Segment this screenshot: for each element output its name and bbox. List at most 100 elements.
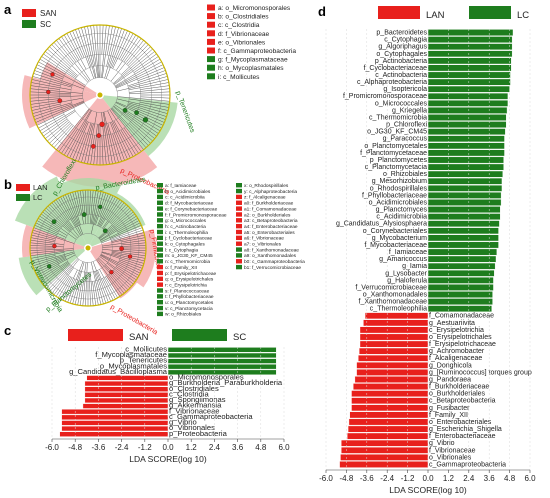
bar [363, 319, 429, 327]
bar-label: o_Rhodospirillales [370, 185, 428, 192]
clade-node [90, 144, 96, 149]
branch [123, 127, 142, 152]
clade-node [50, 72, 55, 77]
bar-label: o_Acidimicrobiales [369, 199, 428, 206]
branch [30, 98, 60, 102]
bar-label: g_Mycobacterium [372, 235, 427, 242]
branch [100, 255, 138, 278]
bar [351, 397, 429, 405]
legend-entry-swatch [236, 183, 242, 188]
legend-entry: j: f_Cyclobacteriaceae [164, 236, 213, 242]
legend-entry-swatch [157, 183, 163, 188]
branch [111, 30, 128, 69]
legend-entry-swatch [157, 311, 163, 317]
clade-highlight [59, 178, 121, 245]
legend-entry: l: c_Cytophagia [165, 247, 198, 253]
branch [113, 51, 155, 85]
bar-label: g_Haloferula [387, 277, 427, 284]
legend-label-san: SAN [40, 9, 57, 18]
legend-swatch-sc [172, 329, 227, 341]
branch [47, 121, 70, 142]
branch [44, 263, 70, 287]
legend-entry-swatch [236, 223, 242, 229]
legend-entry: k: o_Cytophagales [165, 242, 205, 248]
legend-entry: q: o_Erysipelotrichales [165, 277, 214, 283]
branch [111, 234, 145, 243]
branch [119, 259, 143, 269]
legend-entry: u: o_Planctomycetales [165, 300, 214, 306]
branch [55, 275, 70, 297]
x-tick-label: 1.2 [186, 443, 198, 452]
clade-ring [48, 43, 152, 147]
bar [84, 386, 169, 392]
clade-ring [82, 77, 118, 113]
branch [33, 103, 73, 117]
branch [93, 25, 99, 78]
bar-label: f_Iamiaceae [389, 249, 427, 256]
bar [427, 149, 505, 157]
branch [109, 109, 139, 154]
x-axis-label: LDA SCORE(log 10) [389, 485, 467, 495]
branch [69, 271, 81, 304]
bar [427, 184, 503, 192]
bar-label: g_Mesorhizobium [372, 178, 427, 185]
branch [45, 207, 78, 239]
bar-label: c_Alphaproteobacteria [357, 79, 427, 86]
branch [123, 38, 142, 63]
bar-label: o_Clostridiales [169, 384, 219, 393]
legend-entry: a9: o_Xanthomonadales [244, 253, 297, 259]
legend-entry: a4: f_Enterobacteriaceae [244, 224, 298, 230]
legend-entry: y: c_Alphaproteobacteria [244, 189, 297, 195]
branch [140, 85, 170, 90]
branch [108, 274, 125, 294]
branch [111, 107, 149, 146]
branch [128, 82, 169, 90]
bar-label: o_Enterobacteriales [429, 419, 492, 426]
x-tick-label: 3.6 [232, 443, 244, 452]
branch [30, 249, 64, 254]
branch [137, 70, 166, 81]
branch [110, 108, 144, 150]
branch [111, 108, 147, 148]
bar [427, 29, 514, 36]
branch [30, 100, 60, 105]
branch [72, 261, 85, 304]
bar-label: c_Clostridia [169, 389, 209, 398]
legend-entry-swatch [236, 259, 242, 264]
legend-entry: r: c_Erysipelotrichia [165, 282, 207, 288]
branch [72, 30, 85, 58]
branch [33, 73, 73, 87]
branch [116, 101, 165, 123]
bar-label: o_Vibrionales [429, 454, 472, 461]
legend-entry: n: c_Thermomicrobia [165, 259, 210, 265]
branch [53, 267, 74, 296]
branch [123, 112, 157, 137]
branch [103, 124, 110, 165]
branch [84, 26, 97, 78]
branch [81, 123, 93, 163]
legend-entry-swatch [207, 21, 215, 28]
clade-node [98, 204, 103, 209]
branch [102, 278, 114, 301]
legend-entry: m: o_JG30_KF_CM45 [165, 253, 213, 259]
bar [427, 199, 502, 206]
bar [427, 114, 507, 121]
branch [35, 222, 67, 238]
clade-highlight [90, 250, 138, 299]
branch [31, 82, 72, 90]
legend-entry: b: o_Clostridiales [218, 14, 269, 21]
branch [115, 266, 137, 281]
branch [34, 225, 58, 235]
branch [66, 110, 92, 157]
bar [61, 420, 169, 426]
bar-label: c_Acidimicrobiia [376, 214, 427, 221]
branch [72, 121, 89, 160]
bar [82, 403, 169, 409]
bar-label: g_Aestuariivita [429, 320, 475, 327]
bar [427, 241, 499, 249]
bar [353, 383, 429, 390]
branch [30, 252, 65, 259]
branch [91, 191, 102, 234]
bar [340, 454, 429, 461]
bar-label: f_Erysipelotrichaceae [429, 341, 496, 348]
